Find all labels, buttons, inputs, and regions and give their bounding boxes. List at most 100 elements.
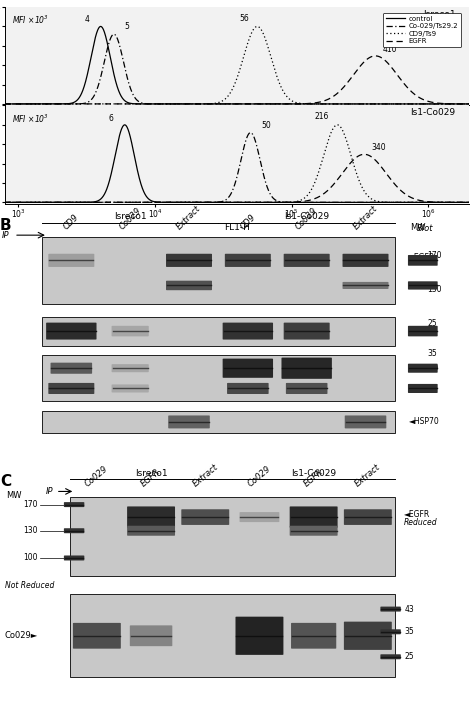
Text: Is1-Co029: Is1-Co029: [291, 469, 336, 478]
Text: Co029: Co029: [118, 206, 143, 231]
Text: MW: MW: [410, 223, 426, 231]
FancyBboxPatch shape: [286, 383, 328, 394]
Text: 6: 6: [109, 114, 114, 122]
Text: Extract: Extract: [352, 204, 379, 231]
FancyBboxPatch shape: [64, 528, 84, 533]
Text: ◄Co029: ◄Co029: [409, 363, 439, 373]
FancyBboxPatch shape: [408, 363, 438, 373]
Bar: [42, 237, 395, 305]
FancyBboxPatch shape: [345, 416, 386, 428]
Text: Co029: Co029: [83, 464, 110, 489]
FancyBboxPatch shape: [282, 358, 332, 379]
FancyBboxPatch shape: [239, 512, 279, 522]
FancyBboxPatch shape: [408, 384, 438, 393]
Text: Isreco1: Isreco1: [114, 212, 146, 221]
FancyBboxPatch shape: [380, 654, 401, 659]
FancyBboxPatch shape: [166, 254, 212, 267]
FancyBboxPatch shape: [73, 623, 121, 648]
FancyBboxPatch shape: [168, 416, 210, 428]
Text: ◄CD9: ◄CD9: [409, 327, 431, 336]
FancyBboxPatch shape: [227, 383, 269, 394]
FancyBboxPatch shape: [111, 326, 149, 337]
Text: Extract: Extract: [354, 462, 382, 489]
FancyBboxPatch shape: [344, 621, 392, 650]
FancyBboxPatch shape: [223, 322, 273, 339]
Text: 25: 25: [428, 384, 437, 393]
Text: 4: 4: [85, 15, 90, 24]
FancyBboxPatch shape: [380, 607, 401, 612]
FancyBboxPatch shape: [225, 254, 271, 267]
FancyBboxPatch shape: [290, 526, 337, 536]
Text: Is1-Co029: Is1-Co029: [410, 108, 456, 117]
Text: ◄HSP70: ◄HSP70: [409, 417, 439, 426]
FancyBboxPatch shape: [408, 326, 438, 337]
Text: 25: 25: [404, 653, 414, 661]
Text: IP: IP: [46, 487, 54, 496]
FancyBboxPatch shape: [380, 629, 401, 634]
Text: 25: 25: [428, 319, 437, 328]
Text: 5: 5: [125, 22, 130, 31]
Text: Is1-Co029: Is1-Co029: [284, 212, 329, 221]
Text: Co029►: Co029►: [5, 631, 38, 641]
Text: Not Reduced: Not Reduced: [5, 580, 54, 590]
Text: Isreco1: Isreco1: [135, 469, 167, 478]
Text: C: C: [0, 474, 11, 489]
Text: Co029: Co029: [246, 464, 273, 489]
Text: ◄EGFR: ◄EGFR: [409, 253, 435, 262]
Text: Extract: Extract: [191, 462, 219, 489]
Text: Isreco1: Isreco1: [423, 10, 456, 19]
FancyBboxPatch shape: [48, 383, 94, 394]
FancyBboxPatch shape: [223, 358, 273, 378]
Text: CD9: CD9: [238, 213, 257, 231]
FancyBboxPatch shape: [290, 506, 337, 527]
FancyBboxPatch shape: [127, 526, 175, 536]
Bar: [70, 595, 395, 677]
Text: 130: 130: [23, 526, 37, 535]
Text: Extract: Extract: [175, 204, 203, 231]
Bar: [42, 411, 395, 433]
Text: IP: IP: [2, 230, 9, 240]
Text: 56: 56: [239, 13, 249, 23]
FancyBboxPatch shape: [130, 626, 173, 646]
FancyBboxPatch shape: [344, 509, 392, 525]
Text: EGFR: EGFR: [139, 467, 163, 489]
FancyBboxPatch shape: [111, 385, 149, 392]
Text: 410: 410: [382, 45, 397, 54]
Text: 35: 35: [428, 349, 437, 358]
FancyBboxPatch shape: [236, 617, 283, 655]
Text: 130: 130: [428, 286, 442, 294]
FancyBboxPatch shape: [283, 254, 330, 267]
Text: EGFR: EGFR: [302, 467, 325, 489]
Text: Blot: Blot: [417, 225, 434, 233]
Text: $\mathit{MFI}\ \mathregular{\times 10^3}$: $\mathit{MFI}\ \mathregular{\times 10^3}…: [12, 112, 49, 124]
FancyBboxPatch shape: [291, 623, 336, 648]
Text: 50: 50: [262, 120, 271, 129]
Text: Co029: Co029: [294, 206, 319, 231]
Text: 170: 170: [23, 500, 37, 509]
Legend: control, Co-029/Ts29.2, CD9/Ts9, EGFR: control, Co-029/Ts29.2, CD9/Ts9, EGFR: [383, 13, 461, 47]
FancyBboxPatch shape: [46, 322, 97, 339]
Text: MW: MW: [6, 491, 22, 500]
FancyBboxPatch shape: [64, 556, 84, 561]
Text: 216: 216: [315, 112, 329, 121]
Text: 35: 35: [404, 627, 414, 636]
FancyBboxPatch shape: [111, 364, 149, 372]
FancyBboxPatch shape: [166, 281, 212, 290]
X-axis label: FL1-H: FL1-H: [224, 223, 250, 233]
FancyBboxPatch shape: [343, 254, 389, 267]
Text: B: B: [0, 218, 12, 233]
FancyBboxPatch shape: [283, 322, 330, 339]
FancyBboxPatch shape: [127, 506, 175, 527]
FancyBboxPatch shape: [408, 255, 438, 266]
Text: CD9: CD9: [62, 213, 81, 231]
FancyBboxPatch shape: [51, 363, 92, 374]
Text: 340: 340: [371, 143, 386, 152]
FancyBboxPatch shape: [408, 281, 438, 290]
Text: 43: 43: [404, 604, 414, 614]
Text: Reduced: Reduced: [404, 518, 438, 527]
FancyBboxPatch shape: [48, 254, 94, 267]
FancyBboxPatch shape: [64, 502, 84, 507]
Text: 170: 170: [428, 252, 442, 260]
Text: 100: 100: [23, 554, 37, 563]
FancyBboxPatch shape: [343, 282, 389, 289]
